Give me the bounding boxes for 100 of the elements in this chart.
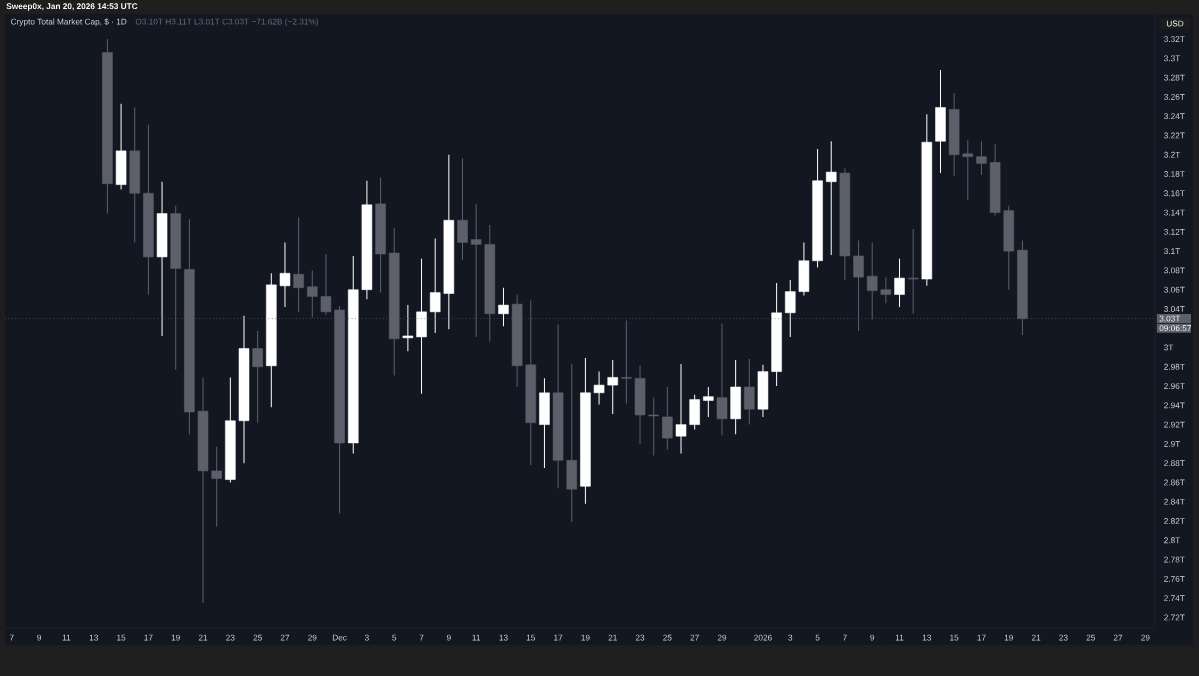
chart-title: Crypto Total Market Cap, $ · 1D bbox=[11, 18, 127, 27]
x-tick-label: 11 bbox=[62, 634, 71, 641]
x-tick-label: 15 bbox=[117, 634, 126, 641]
candlestick bbox=[785, 279, 796, 338]
y-tick-label: 3.2T bbox=[1164, 151, 1181, 158]
y-tick-label: 3.3T bbox=[1164, 55, 1181, 62]
candlestick bbox=[894, 258, 905, 308]
y-tick-label: 3.28T bbox=[1164, 74, 1185, 81]
candlestick bbox=[429, 238, 441, 334]
x-tick-label: 9 bbox=[37, 634, 42, 641]
candlestick bbox=[825, 140, 837, 256]
y-tick-label: 3.18T bbox=[1164, 171, 1185, 177]
candlestick bbox=[402, 304, 414, 352]
y-tick-label: 3.08T bbox=[1164, 267, 1185, 274]
candlestick bbox=[607, 359, 618, 415]
x-tick-label: 19 bbox=[1004, 634, 1013, 641]
x-tick-label: 15 bbox=[526, 634, 536, 641]
x-tick-label: 7 bbox=[843, 634, 847, 641]
x-tick-label: 27 bbox=[1113, 634, 1123, 641]
text: O3.10T H3.11T L3.01T C3.03T −71.62B (−2.31%) bbox=[135, 18, 319, 27]
x-tick-label: 17 bbox=[554, 634, 563, 641]
candlestick bbox=[307, 269, 318, 319]
y-tick-label: 2.72T bbox=[1164, 614, 1185, 621]
x-tick-label: 21 bbox=[198, 634, 208, 641]
candlestick bbox=[457, 158, 468, 261]
x-tick-label: 17 bbox=[144, 634, 153, 641]
x-tick-label: 9 bbox=[446, 634, 451, 641]
x-tick-label: 21 bbox=[1031, 634, 1041, 641]
candlestick bbox=[675, 363, 687, 455]
x-tick-label: 3 bbox=[788, 634, 793, 641]
candlestick bbox=[593, 371, 605, 405]
x-tick-label: 17 bbox=[977, 634, 986, 641]
candlestick bbox=[279, 241, 291, 308]
y-tick-label: 3.1T bbox=[1164, 248, 1181, 255]
x-tick-label: 7 bbox=[419, 634, 424, 641]
x-tick-label: 25 bbox=[663, 634, 672, 641]
y-tick-label: 3.04T bbox=[1164, 306, 1185, 312]
x-tick-label: 2026 bbox=[754, 634, 772, 641]
y-tick-label: 3.32T bbox=[1164, 36, 1185, 42]
y-tick-label: 2.98T bbox=[1164, 363, 1185, 370]
x-tick-label: 3 bbox=[364, 634, 369, 641]
x-tick-label: 9 bbox=[870, 634, 875, 641]
candlestick bbox=[976, 140, 987, 176]
x-tick-label: 11 bbox=[895, 634, 904, 641]
text: Sweep0x, Jan 20, 2026 14:53 UTC bbox=[6, 3, 138, 11]
candlestick bbox=[716, 322, 728, 436]
candlestick bbox=[293, 216, 304, 313]
y-tick-label: 2.88T bbox=[1164, 460, 1185, 467]
candlestick bbox=[320, 253, 332, 316]
y-tick-label: 2.76T bbox=[1164, 575, 1185, 582]
y-tick-label: 2.82T bbox=[1164, 518, 1185, 524]
x-tick-label: Dec bbox=[332, 634, 347, 641]
y-tick-label: 2.74T bbox=[1164, 595, 1185, 602]
x-tick-label: 29 bbox=[1141, 634, 1150, 641]
x-tick-label: 27 bbox=[690, 634, 699, 641]
y-tick-label: 2.78T bbox=[1164, 556, 1185, 563]
x-tick-label: 13 bbox=[922, 634, 932, 641]
y-tick-label: 3.16T bbox=[1164, 190, 1185, 197]
x-tick-label: 15 bbox=[950, 634, 959, 641]
x-tick-label: 23 bbox=[1059, 634, 1068, 641]
y-tick-label: 3.12T bbox=[1164, 228, 1185, 235]
x-tick-label: 13 bbox=[89, 634, 98, 641]
y-tick-label: 2.94T bbox=[1164, 402, 1185, 409]
candlestick bbox=[703, 386, 714, 418]
x-tick-label: 19 bbox=[581, 634, 590, 641]
text: 09:06:57 bbox=[1159, 325, 1192, 332]
y-axis-title: USD bbox=[1166, 20, 1184, 27]
candlestick bbox=[880, 276, 892, 304]
y-tick-label: 3.14T bbox=[1164, 209, 1185, 216]
y-tick-label: 2.8T bbox=[1164, 537, 1181, 544]
candlestick bbox=[744, 358, 755, 426]
y-tick-label: 2.92T bbox=[1164, 421, 1185, 428]
ref-line-label: 3.03T bbox=[1159, 315, 1181, 322]
candlestick bbox=[648, 397, 659, 456]
x-tick-label: 7 bbox=[9, 634, 14, 641]
y-tick-label: 3.24T bbox=[1164, 113, 1185, 120]
y-tick-label: 3.22T bbox=[1164, 132, 1185, 139]
candlestick bbox=[962, 139, 974, 201]
candlestick bbox=[211, 446, 222, 528]
y-tick-label: 2.96T bbox=[1164, 383, 1185, 389]
x-tick-label: 23 bbox=[635, 634, 645, 641]
y-tick-label: 3.26T bbox=[1164, 93, 1185, 100]
candlestick bbox=[621, 320, 632, 404]
x-tick-label: 5 bbox=[392, 634, 397, 641]
y-tick-label: 2.84T bbox=[1164, 498, 1185, 505]
x-tick-label: 27 bbox=[280, 634, 290, 641]
x-tick-label: 13 bbox=[499, 634, 508, 641]
x-tick-label: 29 bbox=[308, 634, 317, 641]
x-tick-label: 19 bbox=[171, 634, 180, 641]
x-tick-label: 21 bbox=[608, 634, 617, 641]
x-tick-label: 11 bbox=[472, 634, 481, 641]
y-tick-label: 3.06T bbox=[1164, 286, 1185, 293]
y-tick-label: 2.9T bbox=[1164, 440, 1181, 447]
candlestick bbox=[662, 386, 673, 451]
y-tick-label: 3T bbox=[1164, 344, 1174, 351]
candlestick bbox=[498, 287, 509, 327]
x-tick-label: 23 bbox=[226, 634, 235, 641]
x-tick-label: 29 bbox=[717, 634, 727, 641]
candlestick bbox=[907, 228, 919, 315]
y-tick-label: 2.86T bbox=[1164, 479, 1185, 486]
